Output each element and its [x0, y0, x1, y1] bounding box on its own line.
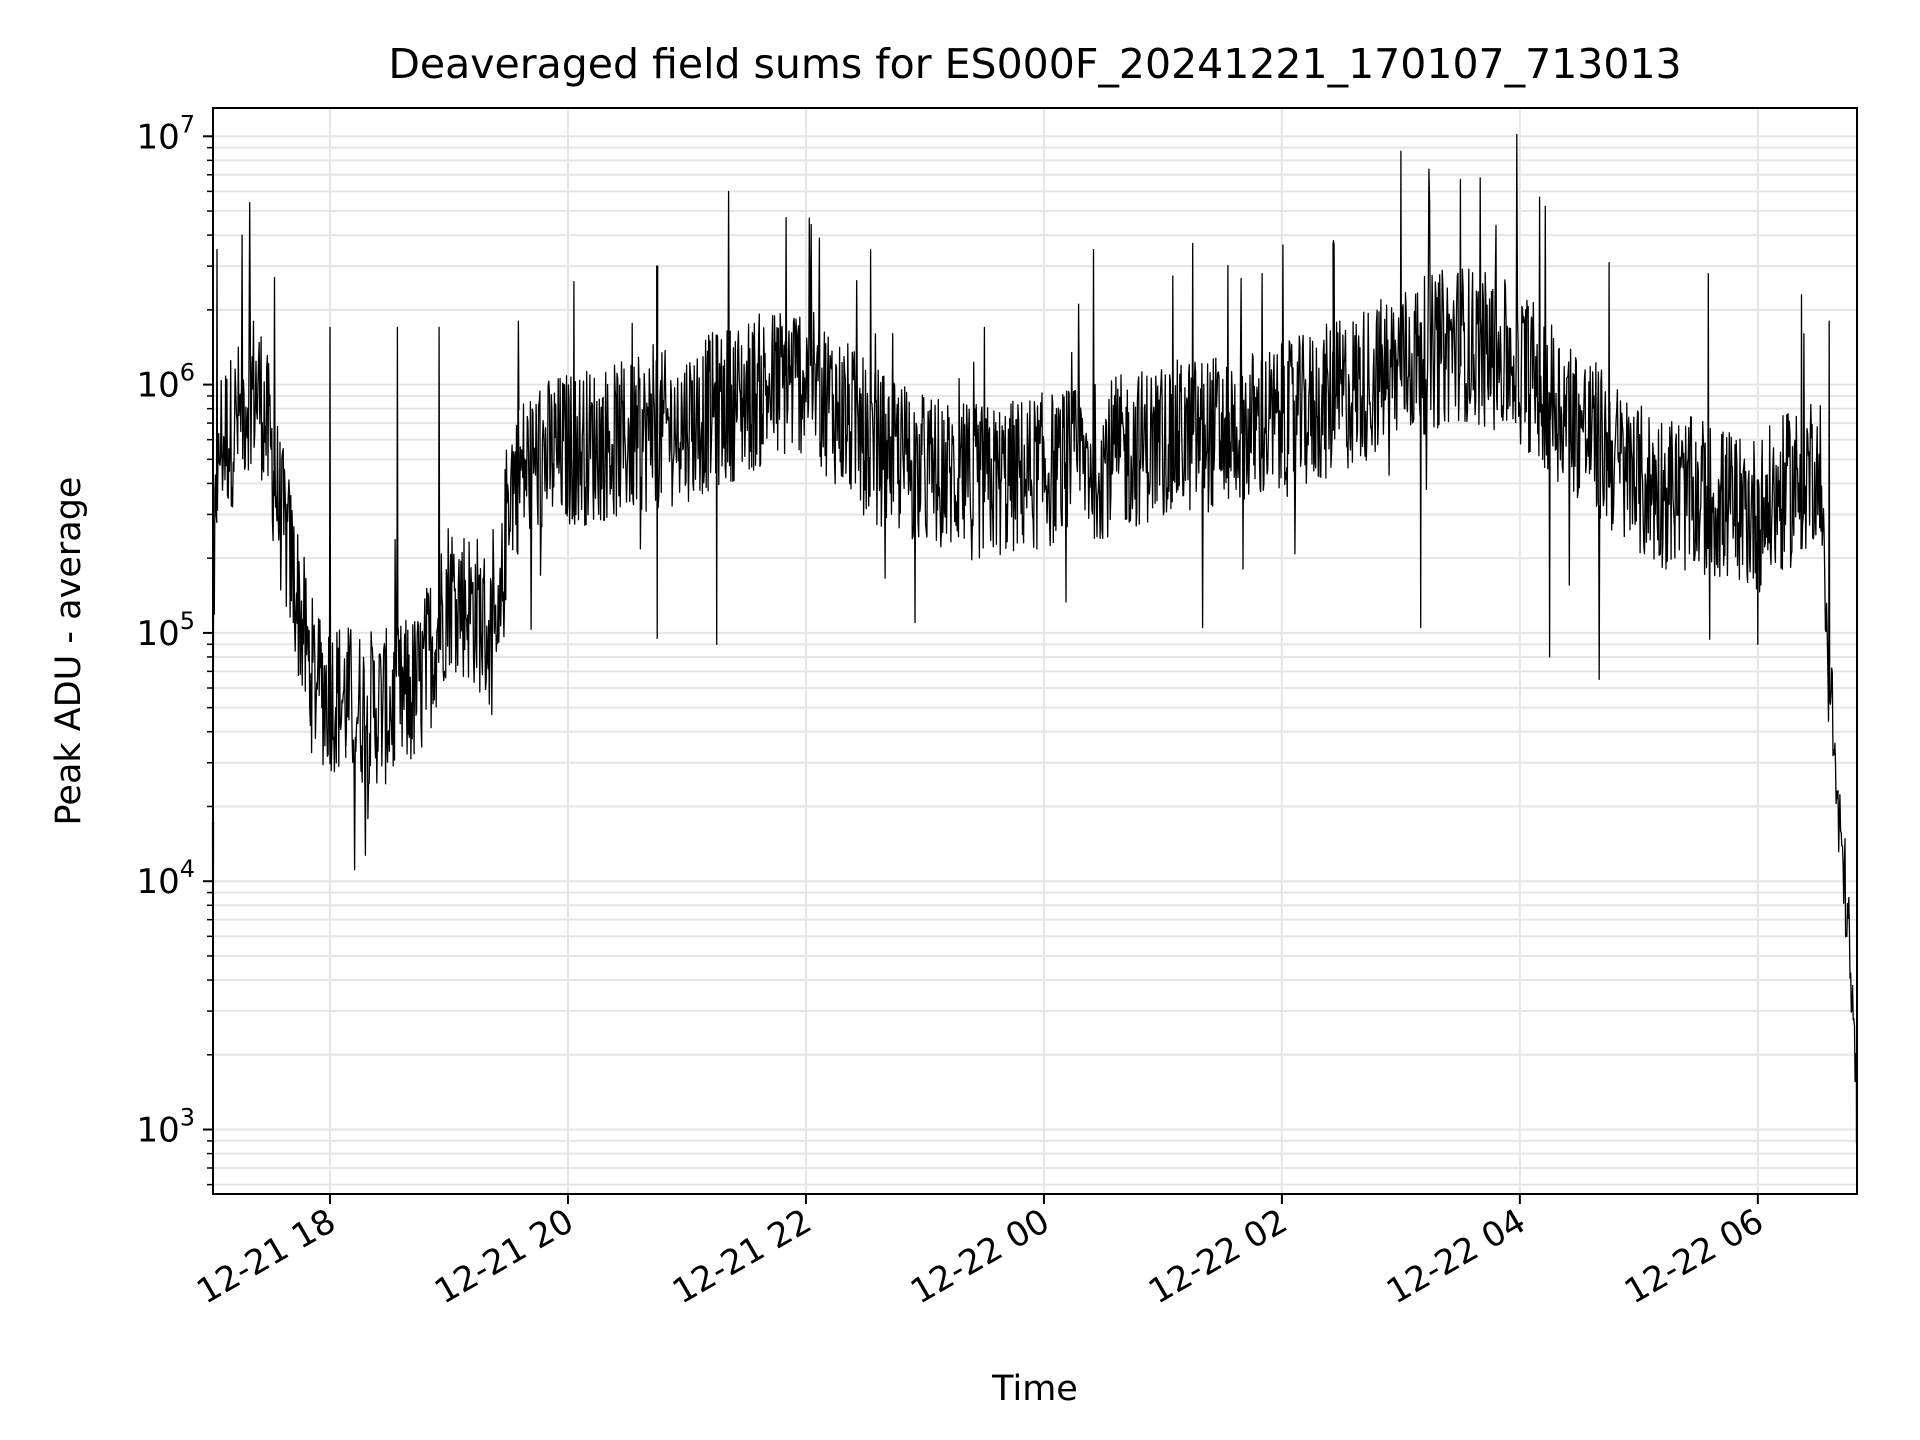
series-group — [211, 133, 1859, 1186]
y-tick-label: 106 — [136, 359, 195, 406]
y-tick-label: 107 — [136, 110, 195, 157]
y-axis: 103 104 105 106 107 — [136, 110, 213, 1186]
y-tick-label: 105 — [136, 607, 195, 654]
y-axis-label: Peak ADU - average — [49, 477, 89, 826]
grid — [213, 108, 1857, 1194]
plot-frame — [212, 107, 1858, 1195]
y-tick-label: 104 — [136, 855, 195, 902]
series-line — [211, 133, 1859, 1186]
x-axis-label: Time — [991, 1369, 1078, 1409]
chart-title: Deaveraged field sums for ES000F_2024122… — [388, 40, 1681, 88]
y-tick-label: 103 — [136, 1104, 195, 1151]
